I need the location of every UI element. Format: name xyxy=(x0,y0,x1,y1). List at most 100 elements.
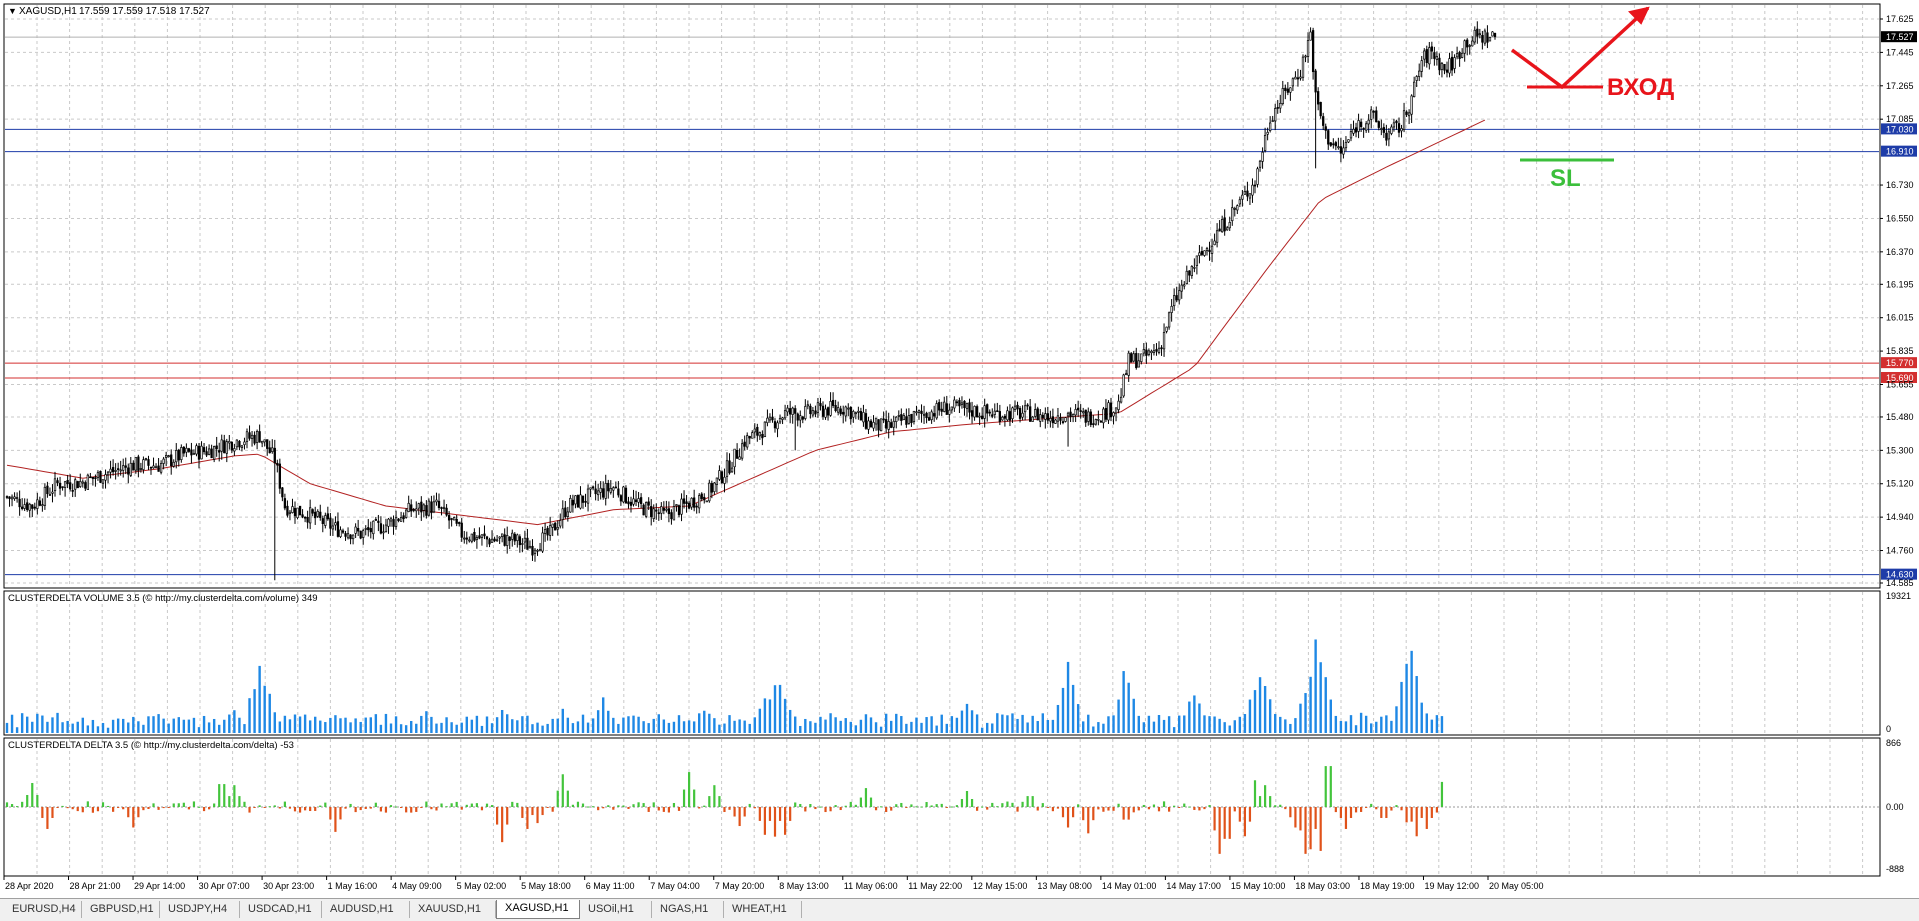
volume-panel[interactable] xyxy=(3,590,1881,736)
volume-bar xyxy=(859,719,863,733)
candle-body xyxy=(364,528,367,530)
candle-body xyxy=(1099,420,1103,423)
candle-body xyxy=(1418,70,1421,77)
volume-bar xyxy=(389,723,393,733)
candle-body xyxy=(1228,222,1231,229)
tab-audusd-h1[interactable]: AUDUSD,H1 xyxy=(322,901,410,918)
tab-eurusd-h4[interactable]: EURUSD,H4 xyxy=(4,901,82,918)
delta-bar xyxy=(410,807,413,813)
candle-body xyxy=(96,472,100,478)
candle-body xyxy=(460,522,463,538)
candle-body xyxy=(1051,416,1055,424)
price-panel[interactable] xyxy=(3,3,1881,589)
tab-xauusd-h1[interactable]: XAUUSD,H1 xyxy=(410,901,496,918)
delta-bar xyxy=(869,797,873,807)
volume-bar xyxy=(1435,715,1439,733)
volume-bar xyxy=(1253,690,1257,733)
candle-body xyxy=(46,485,49,495)
delta-bar xyxy=(76,807,79,812)
candle-body xyxy=(1077,407,1080,411)
candle-body xyxy=(1210,245,1214,254)
candle-body xyxy=(291,506,294,513)
candle-body xyxy=(816,402,820,413)
candle-body xyxy=(890,422,893,428)
candle-body xyxy=(99,470,102,483)
candle-body xyxy=(293,508,297,517)
candle-body xyxy=(538,549,542,552)
tab-usdcad-h1[interactable]: USDCAD,H1 xyxy=(240,901,322,918)
candle-body xyxy=(748,436,751,439)
candle-body xyxy=(58,482,62,489)
delta-bar xyxy=(1435,807,1438,813)
symbol-dropdown-icon[interactable]: ▼ xyxy=(8,6,17,16)
candle-body xyxy=(1175,295,1178,301)
candle-body xyxy=(1178,290,1181,301)
candle-body xyxy=(104,474,107,481)
time-tick-label: 5 May 02:00 xyxy=(457,881,507,891)
candle-body xyxy=(511,532,514,540)
tab-gbpusd-h1[interactable]: GBPUSD,H1 xyxy=(82,901,160,918)
chart-area[interactable]: 17.030 16.910 15.770 15.690 14.630 17.527 17.… xyxy=(0,0,1919,898)
tab-usdjpy-h4[interactable]: USDJPY,H4 xyxy=(160,901,240,918)
delta-bar xyxy=(1072,807,1075,818)
candle-body xyxy=(561,508,564,520)
candle-body xyxy=(506,535,509,546)
candle-body xyxy=(983,405,986,419)
candle-body xyxy=(576,495,580,508)
delta-bar xyxy=(1415,807,1418,837)
delta-bar xyxy=(566,790,569,807)
volume-tick-label: 19321 xyxy=(1886,591,1911,601)
volume-bar xyxy=(844,718,847,733)
delta-bar xyxy=(1001,803,1004,807)
candle-body xyxy=(1357,120,1360,132)
candle-body xyxy=(139,468,143,470)
candle-body xyxy=(705,500,708,503)
candle-body xyxy=(1155,349,1158,352)
delta-bar xyxy=(41,807,44,818)
level-price-label: 17.030 xyxy=(1886,124,1914,134)
volume-bar xyxy=(1203,715,1206,733)
delta-bar xyxy=(1112,807,1115,811)
candle-body xyxy=(1157,347,1161,353)
tab-xagusd-h1[interactable]: XAGUSD,H1 xyxy=(496,900,580,919)
volume-bar xyxy=(1006,715,1009,733)
time-tick-label: 28 Apr 2020 xyxy=(5,881,54,891)
candle-body xyxy=(134,457,137,471)
candle-body xyxy=(1054,419,1057,424)
tab-wheat-h1[interactable]: WHEAT,H1 xyxy=(724,901,802,918)
volume-bar xyxy=(1016,718,1019,733)
delta-bar xyxy=(733,807,736,817)
candle-body xyxy=(220,439,223,452)
volume-bar xyxy=(627,716,630,733)
delta-bar xyxy=(344,807,347,809)
volume-bar xyxy=(1117,699,1120,733)
candle-body xyxy=(119,469,122,472)
candle-body xyxy=(925,412,928,419)
candle-body xyxy=(1190,266,1193,276)
candle-body xyxy=(1392,122,1396,128)
volume-bar xyxy=(768,699,772,733)
candle-body xyxy=(357,528,360,532)
candle-body xyxy=(1084,409,1087,423)
delta-bar xyxy=(976,807,979,811)
candle-body xyxy=(1021,412,1024,418)
volume-bar xyxy=(1395,706,1398,733)
tab-ngas-h1[interactable]: NGAS,H1 xyxy=(652,901,724,918)
candle-body xyxy=(344,533,347,537)
candle-body xyxy=(655,509,658,512)
delta-bar xyxy=(1178,807,1181,808)
volume-bar xyxy=(31,721,34,733)
candle-body xyxy=(713,482,716,492)
volume-bar xyxy=(470,719,474,733)
delta-bar xyxy=(1213,807,1216,831)
candle-body xyxy=(157,465,160,472)
volume-bar xyxy=(637,716,640,733)
candle-body xyxy=(463,537,466,540)
tab-usoil-h1[interactable]: USOil,H1 xyxy=(580,901,652,918)
volume-bar xyxy=(980,727,984,733)
volume-bar xyxy=(1082,721,1085,733)
delta-bar xyxy=(1430,807,1433,818)
candle-body xyxy=(268,447,271,454)
volume-bar xyxy=(1107,716,1110,733)
volume-bar xyxy=(167,723,170,733)
